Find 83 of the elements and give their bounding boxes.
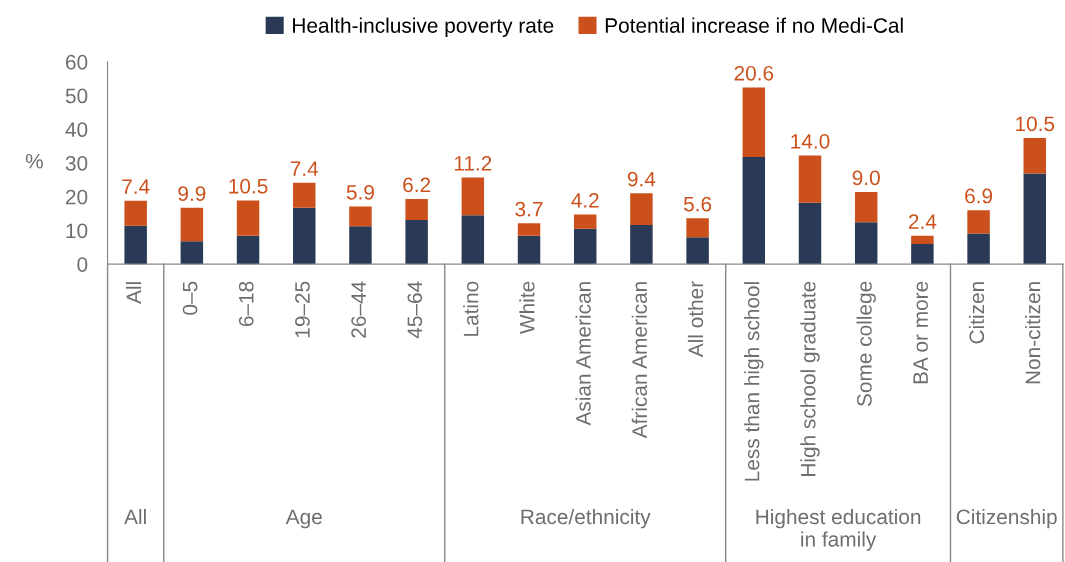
bar [967,233,990,265]
x-tick-label: 6–18 [238,281,254,327]
data-label: 9.0 [852,170,880,186]
bar [461,177,485,216]
x-tick-label: White [519,281,535,334]
data-label: 7.4 [122,179,150,194]
data-label: 9.4 [627,171,656,187]
data-label: 5.9 [346,184,374,200]
bar [686,237,709,265]
bar [236,200,260,236]
y-tick-label: 0 [77,257,88,272]
x-tick-label: Asian American [575,282,591,426]
data-label: 6.2 [403,177,431,193]
text: Race/ethnicity [521,508,651,529]
data-label: 14.0 [791,133,830,149]
data-label: 5.6 [683,196,712,212]
text: Citizenship [956,508,1057,529]
data-label: 4.2 [571,193,599,208]
bar [742,87,766,157]
y-tick-label: 40 [65,122,88,138]
bar [180,241,204,265]
bar [1023,138,1047,174]
bar [742,156,766,265]
bar [573,214,597,229]
x-tick-label: African American [631,282,647,439]
bar [124,225,147,265]
y-tick-label: 20 [66,189,88,205]
bar [911,235,934,244]
data-label: 11.2 [454,155,492,171]
bar [967,210,990,234]
x-tick-label: High school graduate [800,281,820,476]
legend-label: Potential increase if no Medi-Cal [605,17,903,33]
x-tick-label: All [125,282,142,304]
bar [686,218,709,238]
y-tick-label: 60 [66,54,88,70]
x-tick-label: 19–25 [295,281,310,338]
bar [630,225,653,265]
bar [798,155,822,203]
y-tick-label: 30 [65,155,88,171]
x-tick-label: All other [687,281,704,358]
bar [461,215,485,265]
bar [798,202,822,265]
data-label: 6.9 [965,188,993,204]
data-label: 9.9 [178,186,206,202]
bar [517,223,541,236]
data-label: 20.6 [734,65,774,81]
bar [405,219,428,265]
bar [349,226,372,265]
y-tick-label: 10 [66,223,88,239]
text: All [124,508,146,525]
x-tick-label: Less than high school [744,282,764,481]
bar [236,235,260,265]
bar [405,199,428,220]
text: Age [285,509,322,529]
x-tick-label: 0–5 [182,281,198,315]
data-label: 2.4 [908,214,937,229]
bar [124,200,147,226]
data-label: 7.4 [290,161,319,176]
text: Highest education in family [756,508,921,551]
bar [854,222,878,265]
bar [180,207,204,242]
data-label: 10.5 [1016,116,1055,132]
bar [517,235,541,265]
bar [293,182,316,208]
bar [293,207,316,265]
bar [911,243,934,265]
x-tick-label: 45–64 [407,281,423,339]
x-tick-label: Latino [463,281,479,336]
x-tick-label: Some college [856,281,876,407]
bar [630,193,653,226]
x-tick-label: 26–44 [351,281,367,338]
y-axis-title: % [25,153,43,169]
bar [349,206,372,227]
legend-label: Health-inclusive poverty rate [293,17,554,37]
x-tick-label: Citizen [968,282,985,344]
bar [854,191,878,223]
y-tick-label: 50 [65,88,88,104]
x-tick-label: Non-citizen [1025,282,1041,384]
bar [573,228,597,265]
bar [1023,173,1047,265]
x-tick-label: BA or more [913,281,928,384]
data-label: 3.7 [515,201,543,217]
data-label: 10.5 [229,178,268,194]
